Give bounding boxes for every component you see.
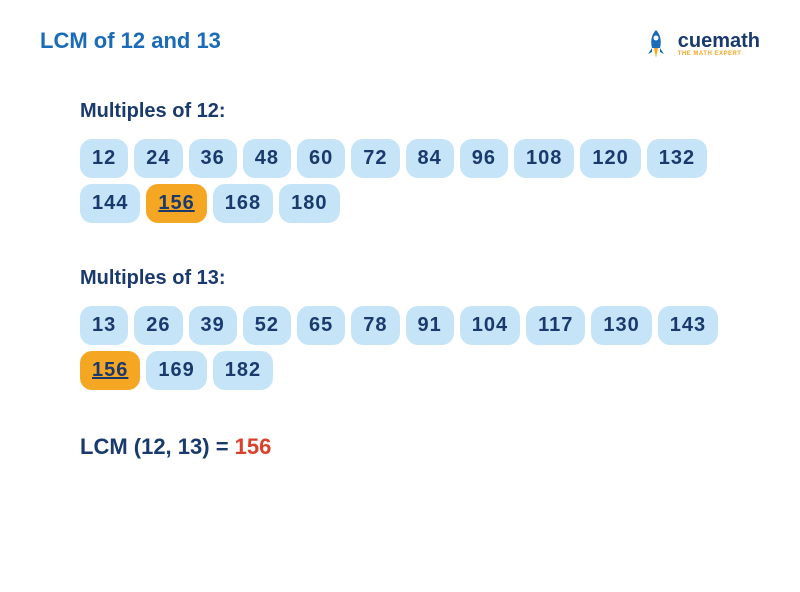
chip: 132	[647, 139, 707, 178]
content: Multiples of 12: 12243648607284961081201…	[40, 100, 760, 460]
logo-sub: THE MATH EXPERT	[678, 51, 760, 57]
chip: 65	[297, 306, 345, 345]
chip: 60	[297, 139, 345, 178]
chip: 84	[406, 139, 454, 178]
chip: 130	[591, 306, 651, 345]
chip: 36	[189, 139, 237, 178]
chip: 96	[460, 139, 508, 178]
chip: 52	[243, 306, 291, 345]
rocket-icon	[640, 28, 672, 60]
section-multiples-13: Multiples of 13: 13263952657891104117130…	[80, 267, 760, 390]
section-multiples-12: Multiples of 12: 12243648607284961081201…	[80, 100, 760, 223]
section-label-13: Multiples of 13:	[80, 267, 760, 290]
header: LCM of 12 and 13 cuemath THE MATH EXPERT	[40, 28, 760, 60]
logo-main: cuemath	[678, 31, 760, 51]
result-value: 156	[235, 434, 272, 459]
chip: 168	[213, 184, 273, 223]
chip: 182	[213, 351, 273, 390]
chip: 78	[351, 306, 399, 345]
chip: 144	[80, 184, 140, 223]
chip: 117	[526, 306, 585, 345]
result: LCM (12, 13) = 156	[80, 434, 760, 460]
result-label: LCM (12, 13) =	[80, 434, 235, 459]
chip: 24	[134, 139, 182, 178]
chip: 120	[580, 139, 640, 178]
chip-highlight: 156	[146, 184, 206, 223]
brand-logo: cuemath THE MATH EXPERT	[640, 28, 760, 60]
chip: 48	[243, 139, 291, 178]
chip-highlight: 156	[80, 351, 140, 390]
chip: 143	[658, 306, 718, 345]
chip: 104	[460, 306, 520, 345]
chip: 169	[146, 351, 206, 390]
chip: 91	[406, 306, 454, 345]
chip: 72	[351, 139, 399, 178]
logo-text: cuemath THE MATH EXPERT	[678, 31, 760, 57]
section-label-12: Multiples of 12:	[80, 100, 760, 123]
chip: 13	[80, 306, 128, 345]
chip: 180	[279, 184, 339, 223]
chip: 26	[134, 306, 182, 345]
chips-13: 13263952657891104117130143 156169182	[80, 306, 720, 390]
chip: 108	[514, 139, 574, 178]
page-title: LCM of 12 and 13	[40, 28, 221, 54]
chip: 12	[80, 139, 128, 178]
chips-12: 1224364860728496108120132 144156168180	[80, 139, 720, 223]
chip: 39	[189, 306, 237, 345]
